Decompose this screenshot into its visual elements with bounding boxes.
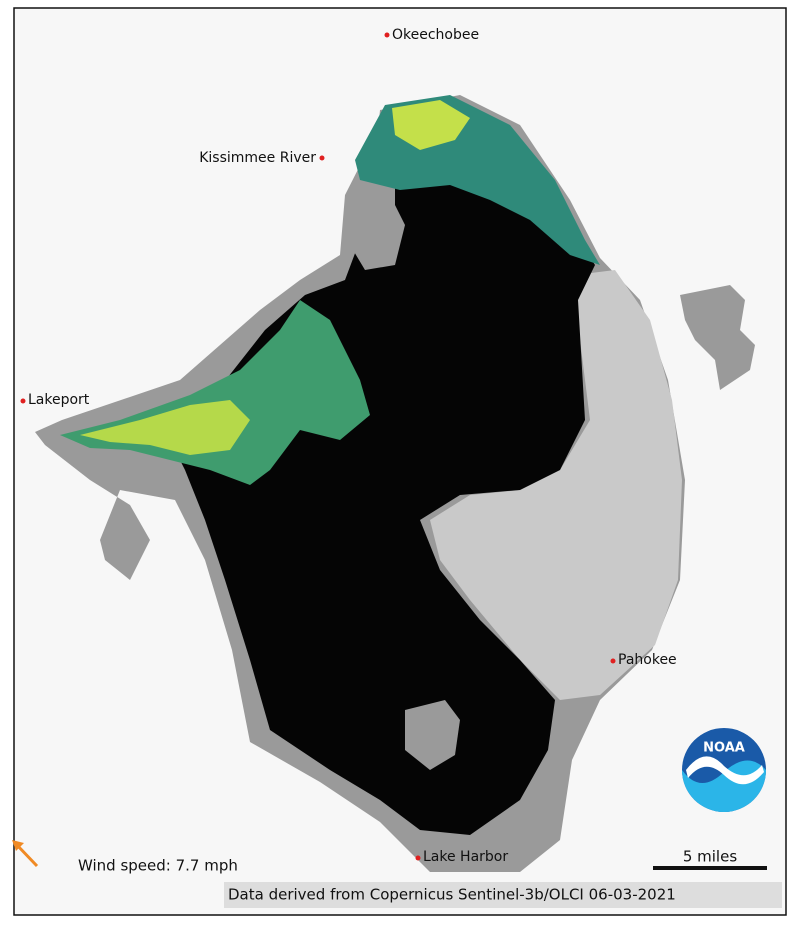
credit-box [224, 882, 782, 908]
bloom-north-core [392, 100, 470, 150]
island [680, 285, 755, 390]
place-dot [415, 855, 421, 861]
open-water [170, 112, 595, 835]
place-label: Kissimmee River [199, 150, 316, 166]
place-label: Lakeport [28, 392, 90, 408]
place-label: Pahokee [618, 652, 677, 668]
inner-island [405, 700, 460, 770]
wind-arrow [12, 840, 39, 868]
place-dot [384, 32, 390, 38]
wind-speed: Wind speed: 7.7 mph [78, 857, 238, 875]
logo-text: NOAA [703, 741, 745, 756]
place-dot [319, 155, 325, 161]
noaa-logo: NOAA [682, 728, 766, 812]
place-label: Okeechobee [392, 27, 479, 43]
marsh-east [430, 270, 682, 700]
bloom-west-core [80, 400, 250, 455]
credit: Data derived from Copernicus Sentinel-3b… [228, 886, 676, 904]
scale-bar [653, 866, 767, 870]
scale-label: 5 miles [683, 848, 737, 866]
place-dot [20, 398, 26, 404]
north-gray [345, 195, 405, 270]
place-label: Lake Harbor [423, 849, 508, 865]
place-dot [610, 658, 616, 664]
